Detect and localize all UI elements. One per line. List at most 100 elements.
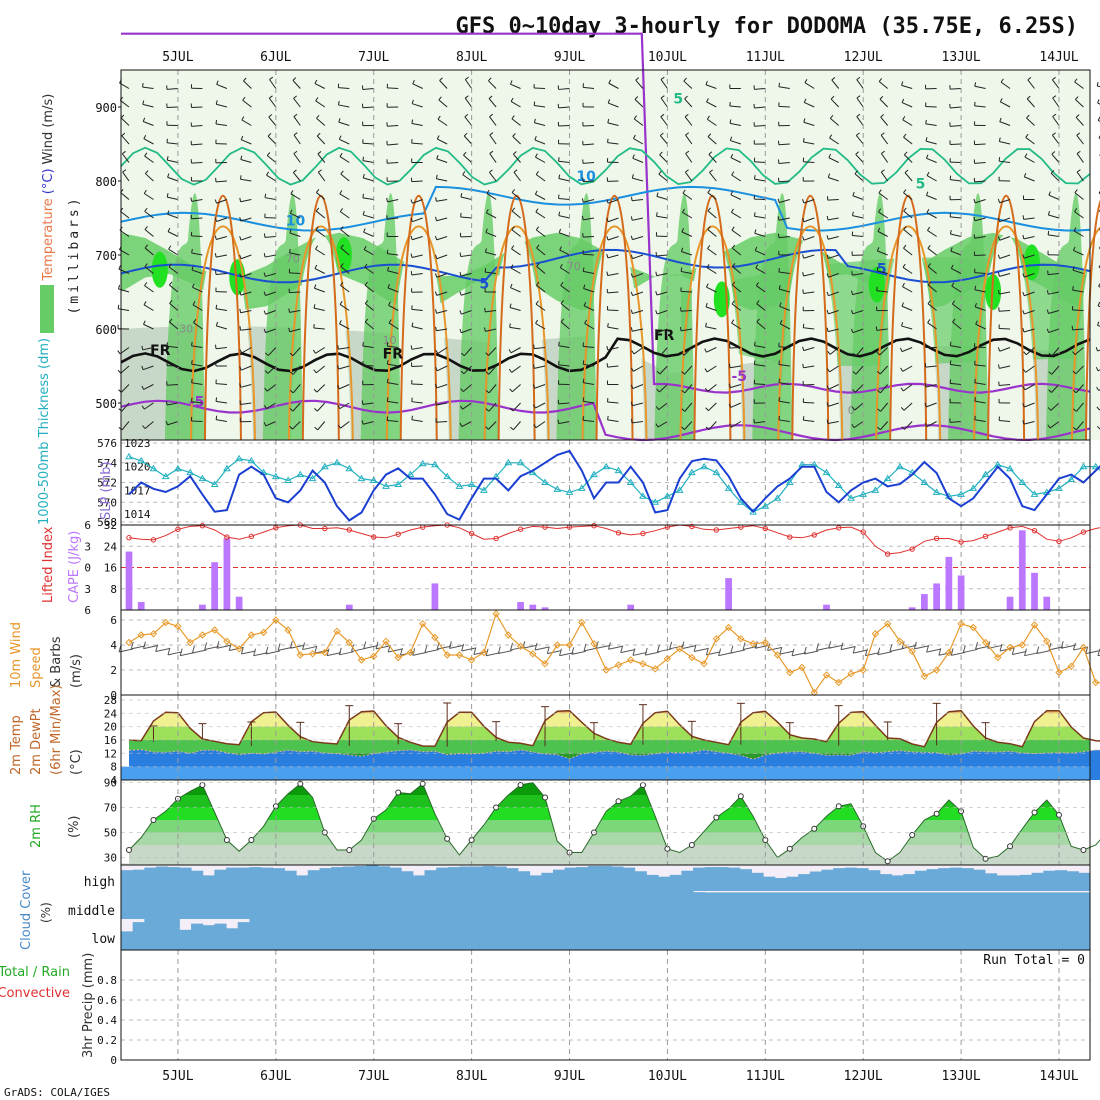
- cloud-cell: [1031, 872, 1044, 891]
- wind-barb-staff: [974, 400, 986, 404]
- wind-barb-flag: [583, 301, 587, 306]
- wind-barb-flag: [582, 397, 585, 402]
- wind-barb-flag: [680, 247, 684, 252]
- wind-barb-flag: [144, 152, 148, 157]
- wind-speed-marker: [321, 648, 329, 657]
- wind-barb-flag: [510, 642, 514, 651]
- wind-barb-staff: [191, 235, 203, 237]
- wind-barb-staff: [1050, 402, 1060, 411]
- thickness-marker: [932, 488, 941, 495]
- wind-barb-flag: [682, 189, 686, 194]
- wind-barb-flag: [840, 642, 844, 650]
- cloud-cell: [599, 866, 612, 891]
- wind-barb-staff: [950, 345, 962, 348]
- cloud-cell: [471, 919, 484, 950]
- wind-barb-flag: [289, 248, 291, 253]
- wind-barb-staff: [632, 177, 644, 182]
- wind-barb-staff: [436, 236, 448, 241]
- wind-barb-staff: [607, 254, 619, 259]
- wind-barb-staff: [511, 365, 521, 373]
- cloud-cell: [156, 919, 169, 950]
- wind-barb-staff: [658, 173, 668, 182]
- left-tick-label: 572: [97, 477, 117, 490]
- wind-barb-staff: [535, 402, 546, 409]
- rh-marker: [737, 793, 744, 800]
- wind-barb-flag: [999, 117, 1002, 122]
- wind-barb-flag: [656, 388, 660, 393]
- wind-barb-flag: [704, 387, 709, 392]
- wind-barb-flag: [707, 189, 711, 193]
- wind-speed-marker: [981, 638, 990, 647]
- wind-barb-staff: [582, 162, 595, 164]
- wind-barb-flag: [316, 132, 321, 137]
- wind-barb-staff: [144, 285, 154, 293]
- wind-barb-staff: [121, 135, 130, 145]
- rh-marker: [1031, 809, 1038, 816]
- cape-bar: [125, 551, 133, 610]
- y-tick-label: 28: [104, 694, 117, 707]
- wind-speed-marker: [492, 610, 500, 618]
- temp-contour-20: [189, 225, 256, 441]
- wind-barb-staff: [855, 135, 864, 145]
- wind-barb-flag: [435, 309, 437, 314]
- wind-barb-staff: [1051, 365, 1060, 375]
- wind-barb-flag: [1047, 210, 1050, 216]
- wind-barb-flag: [777, 216, 780, 221]
- wind-barb-staff: [903, 402, 913, 411]
- wind-barb-flag: [167, 647, 171, 655]
- lifted-index-marker: [1031, 527, 1038, 534]
- wind-barb-flag: [464, 95, 469, 99]
- wind-barb-staff: [362, 106, 374, 109]
- wind-barb-flag: [465, 76, 469, 80]
- wind-barb-flag: [753, 175, 756, 180]
- wind-barb-flag: [631, 350, 635, 355]
- wind-barb-flag: [1074, 78, 1078, 83]
- thickness-marker: [1067, 475, 1076, 482]
- cloud-cell: [973, 919, 986, 950]
- wind-barb-flag: [239, 254, 242, 259]
- wind-barb-staff: [632, 384, 644, 390]
- cape-bar: [823, 604, 830, 610]
- thickness-marker: [639, 492, 647, 499]
- wind-barb-flag: [434, 383, 438, 389]
- cloud-cell: [751, 892, 764, 919]
- cloud-cell: [739, 892, 752, 919]
- wind-barb-staff: [510, 347, 521, 354]
- wind-barb-flag: [1048, 191, 1051, 196]
- wind-barb-flag: [680, 267, 683, 272]
- wind-barb-flag: [949, 341, 952, 346]
- wind-barb-flag: [802, 236, 805, 241]
- wind-barb-flag: [913, 641, 917, 650]
- wind-barb-staff: [779, 323, 791, 330]
- cloud-cell: [1043, 870, 1056, 891]
- wind-barb-staff: [901, 305, 913, 311]
- thickness-marker: [822, 468, 831, 476]
- cloud-cell: [646, 919, 659, 950]
- wind-barb-staff: [488, 384, 497, 394]
- thickness-marker: [369, 476, 378, 483]
- cloud-cell: [809, 871, 822, 891]
- wind-barb-flag: [485, 408, 490, 412]
- wind-barb-staff: [535, 193, 546, 200]
- wind-barb-flag: [313, 284, 317, 289]
- cloud-cell: [436, 919, 449, 950]
- wind-barb-staff: [656, 273, 668, 277]
- wind-barb-staff: [681, 231, 693, 237]
- wind-barb-staff: [755, 644, 770, 649]
- rh-unit-label: (%): [67, 816, 82, 839]
- wind-barb-flag: [802, 217, 805, 222]
- wind-barb-flag: [974, 415, 976, 420]
- cloud-cell: [342, 919, 355, 950]
- wind-barb-flag: [731, 244, 736, 249]
- wind-barb-flag: [889, 644, 893, 652]
- wind-barb-staff: [166, 142, 179, 145]
- wind-speed-marker: [516, 642, 525, 651]
- rh-marker: [639, 782, 646, 788]
- wind-barb-staff: [142, 347, 154, 351]
- wind-barb-staff: [901, 347, 913, 353]
- wind-barb-staff: [143, 384, 154, 390]
- wind-barb-flag: [535, 300, 539, 305]
- wind-barb-staff: [290, 212, 301, 219]
- wind-barb-staff: [903, 154, 913, 163]
- wind-barb-staff: [754, 88, 766, 90]
